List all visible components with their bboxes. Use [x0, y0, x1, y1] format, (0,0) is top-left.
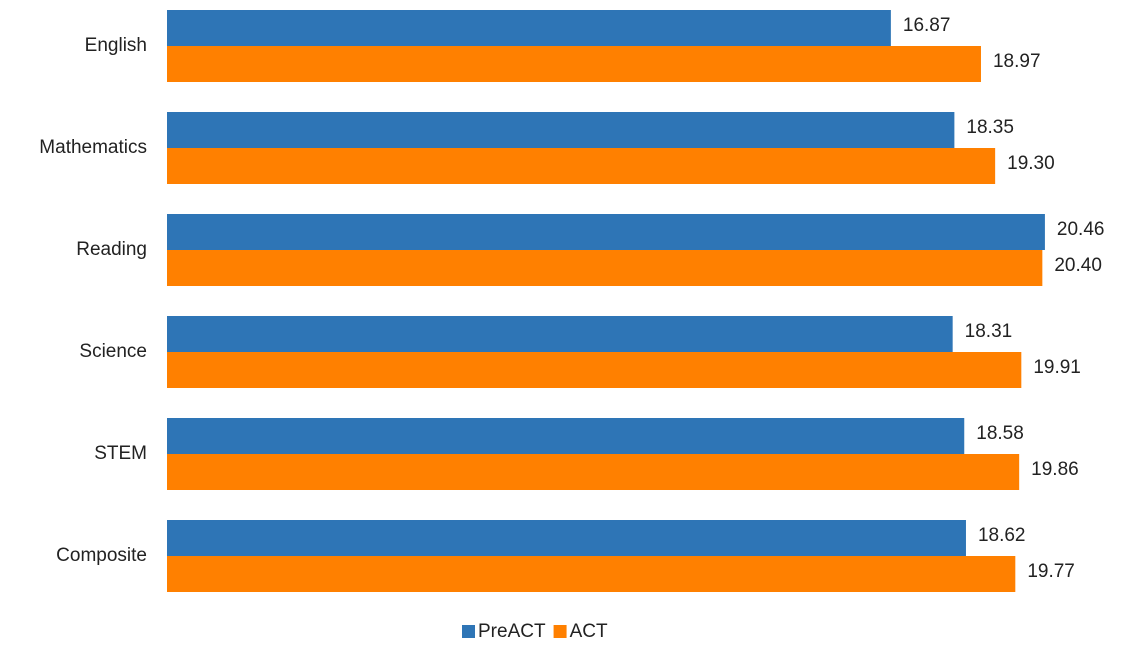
- data-label: 16.87: [903, 15, 951, 36]
- data-label: 19.86: [1031, 459, 1079, 480]
- bar: [167, 316, 953, 352]
- data-label: 20.40: [1054, 255, 1102, 276]
- bar: [167, 352, 1022, 388]
- bar: [167, 46, 981, 82]
- legend-swatch: [553, 625, 567, 638]
- bar: [167, 112, 955, 148]
- bar: [167, 214, 1045, 250]
- data-label: 19.30: [1007, 153, 1055, 174]
- y-tick-label: STEM: [94, 443, 147, 464]
- y-tick-label: Composite: [56, 545, 147, 566]
- y-tick-label: English: [85, 35, 147, 56]
- bar: [167, 10, 891, 46]
- data-label: 18.62: [978, 525, 1026, 546]
- data-label: 19.77: [1027, 561, 1075, 582]
- bar: [167, 148, 996, 184]
- data-label: 18.35: [966, 117, 1014, 138]
- data-label: 20.46: [1057, 219, 1105, 240]
- bar: [167, 520, 966, 556]
- data-label: 18.31: [965, 321, 1013, 342]
- data-label: 18.58: [976, 423, 1024, 444]
- bar: [167, 250, 1043, 286]
- y-tick-label: Reading: [76, 239, 147, 260]
- bar: [167, 418, 965, 454]
- data-label: 18.97: [993, 51, 1041, 72]
- legend-label: ACT: [570, 621, 608, 642]
- bar: [167, 556, 1016, 592]
- bar: [167, 454, 1020, 490]
- legend-label: PreACT: [478, 621, 546, 642]
- y-tick-label: Mathematics: [39, 137, 147, 158]
- data-label: 19.91: [1033, 357, 1081, 378]
- legend-swatch: [462, 625, 475, 638]
- y-tick-label: Science: [79, 341, 147, 362]
